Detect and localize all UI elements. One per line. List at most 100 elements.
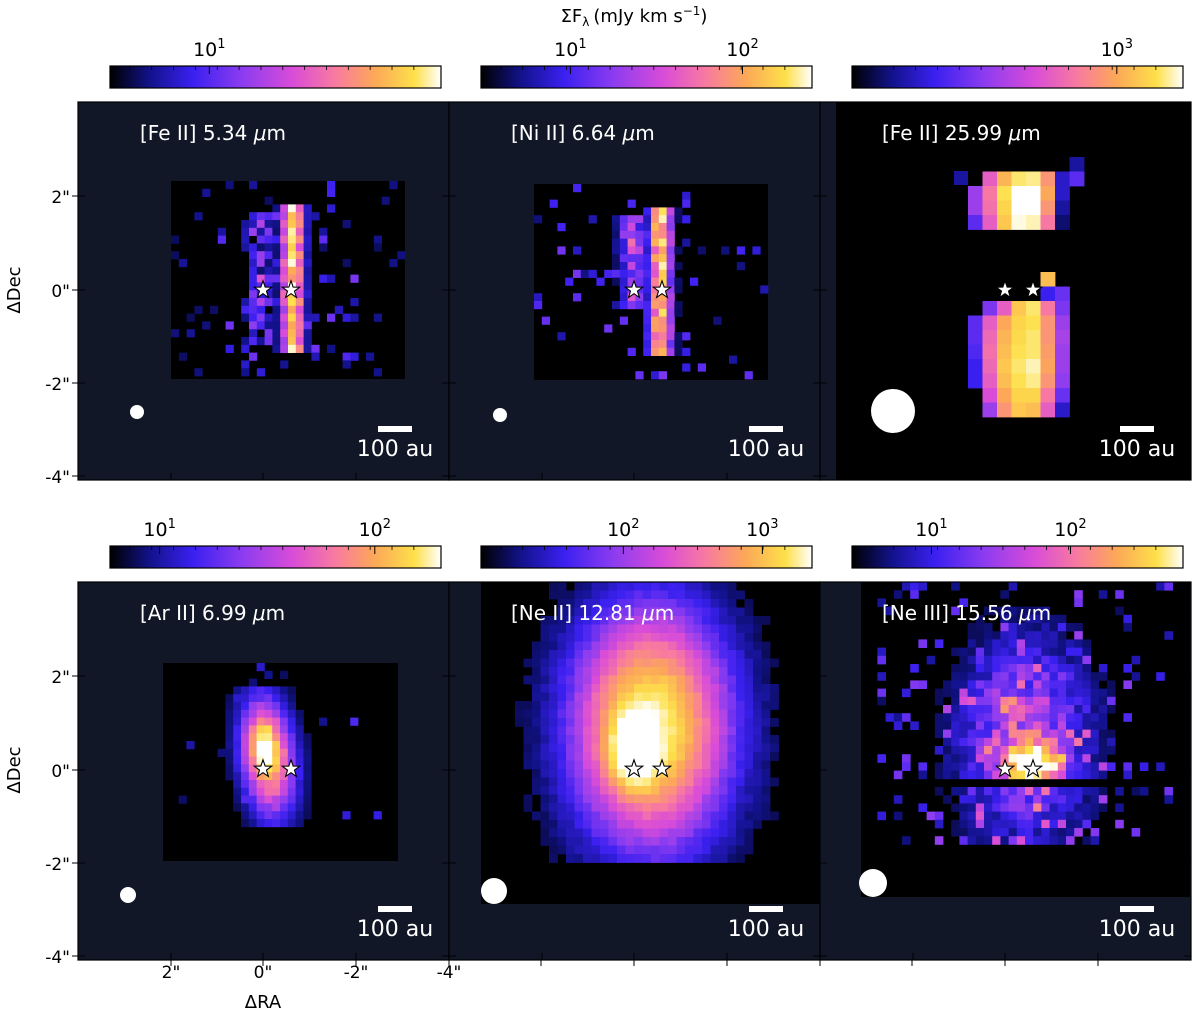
map-pixel [693,803,703,812]
map-pixel [280,733,289,742]
map-pixel [591,718,601,727]
map-pixel [264,709,273,718]
map-pixel [225,733,234,742]
map-pixel [719,675,728,685]
map-pixel [225,321,234,330]
map-pixel [549,760,558,770]
map-pixel [702,582,711,591]
map-pixel [727,811,737,821]
map-pixel [634,760,643,770]
map-pixel [241,360,250,369]
map-pixel [668,624,677,634]
map-pixel [617,820,626,829]
map-pixel [736,794,745,804]
map-pixel [984,746,993,755]
map-pixel [591,641,601,651]
map-pixel [280,220,289,229]
map-pixel [557,735,567,744]
map-pixel [248,741,257,750]
map-pixel [256,337,265,346]
map-pixel [727,684,737,693]
map-pixel [1074,737,1083,747]
map-pixel [617,777,626,787]
map-pixel [736,590,745,600]
map-pixel [591,803,601,812]
map-pixel [249,181,258,190]
map-pixel [744,726,754,736]
map-pixel [959,836,968,845]
map-pixel [753,820,762,829]
map-pixel [727,582,737,591]
map-pixel [249,274,258,283]
y-tick-label: -4" [45,948,70,968]
map-pixel [264,748,273,757]
map-pixel [659,718,669,727]
map-pixel [532,718,541,727]
map-pixel [666,238,675,247]
map-pixel [583,582,592,591]
map-pixel [617,675,626,685]
map-pixel [992,680,1001,689]
map-pixel [659,599,669,608]
map-pixel [557,616,567,625]
map-pixel [997,200,1012,216]
map-pixel [1033,713,1042,722]
map-pixel [651,599,660,608]
colorbar-tick-exp: 2 [383,517,391,532]
map-pixel [685,658,694,668]
map-pixel [643,324,652,333]
map-pixel [625,582,635,591]
map-pixel [1008,746,1018,755]
map-pixel [249,290,258,299]
map-pixel [642,726,652,736]
map-pixel [557,607,567,617]
map-pixel [566,701,575,710]
map-pixel [968,373,983,389]
map-pixel [1082,803,1091,812]
map-pixel [984,729,993,739]
map-pixel [583,803,592,812]
map-pixel [540,760,550,770]
map-pixel [685,820,694,829]
map-pixel [666,223,675,232]
map-pixel [984,623,993,632]
map-pixel [303,321,312,330]
map-pixel [1066,729,1075,739]
map-pixel [676,692,686,702]
map-pixel [753,743,762,753]
map-pixel [761,718,771,727]
map-pixel [557,701,567,710]
map-pixel [557,786,567,795]
map-pixel [736,735,745,744]
map-pixel [280,212,289,221]
map-pixel [608,769,618,778]
map-pixel [959,762,968,771]
map-pixel [668,820,677,829]
map-pixel [702,624,711,634]
emission-map [171,181,406,379]
map-pixel [951,582,960,591]
map-pixel [674,347,683,356]
map-pixel [997,215,1012,230]
map-pixel [591,811,601,821]
map-pixel [676,777,686,787]
map-pixel [1055,171,1070,187]
map-pixel [982,186,998,201]
map-pixel [727,599,737,608]
map-pixel [1026,171,1041,187]
map-pixel [1008,705,1018,714]
map-pixel [319,243,328,252]
map-pixel [566,684,575,693]
map-pixel [951,664,960,673]
map-pixel [634,582,643,591]
map-pixel [625,820,635,829]
map-pixel [288,235,297,244]
map-pixel [1090,705,1100,714]
map-pixel [666,293,675,302]
map-pixel [1041,696,1050,706]
colorbar [851,545,1184,569]
map-pixel [600,675,609,685]
map-pixel [583,709,592,719]
map-pixel [1066,811,1075,821]
map-pixel [591,684,601,693]
